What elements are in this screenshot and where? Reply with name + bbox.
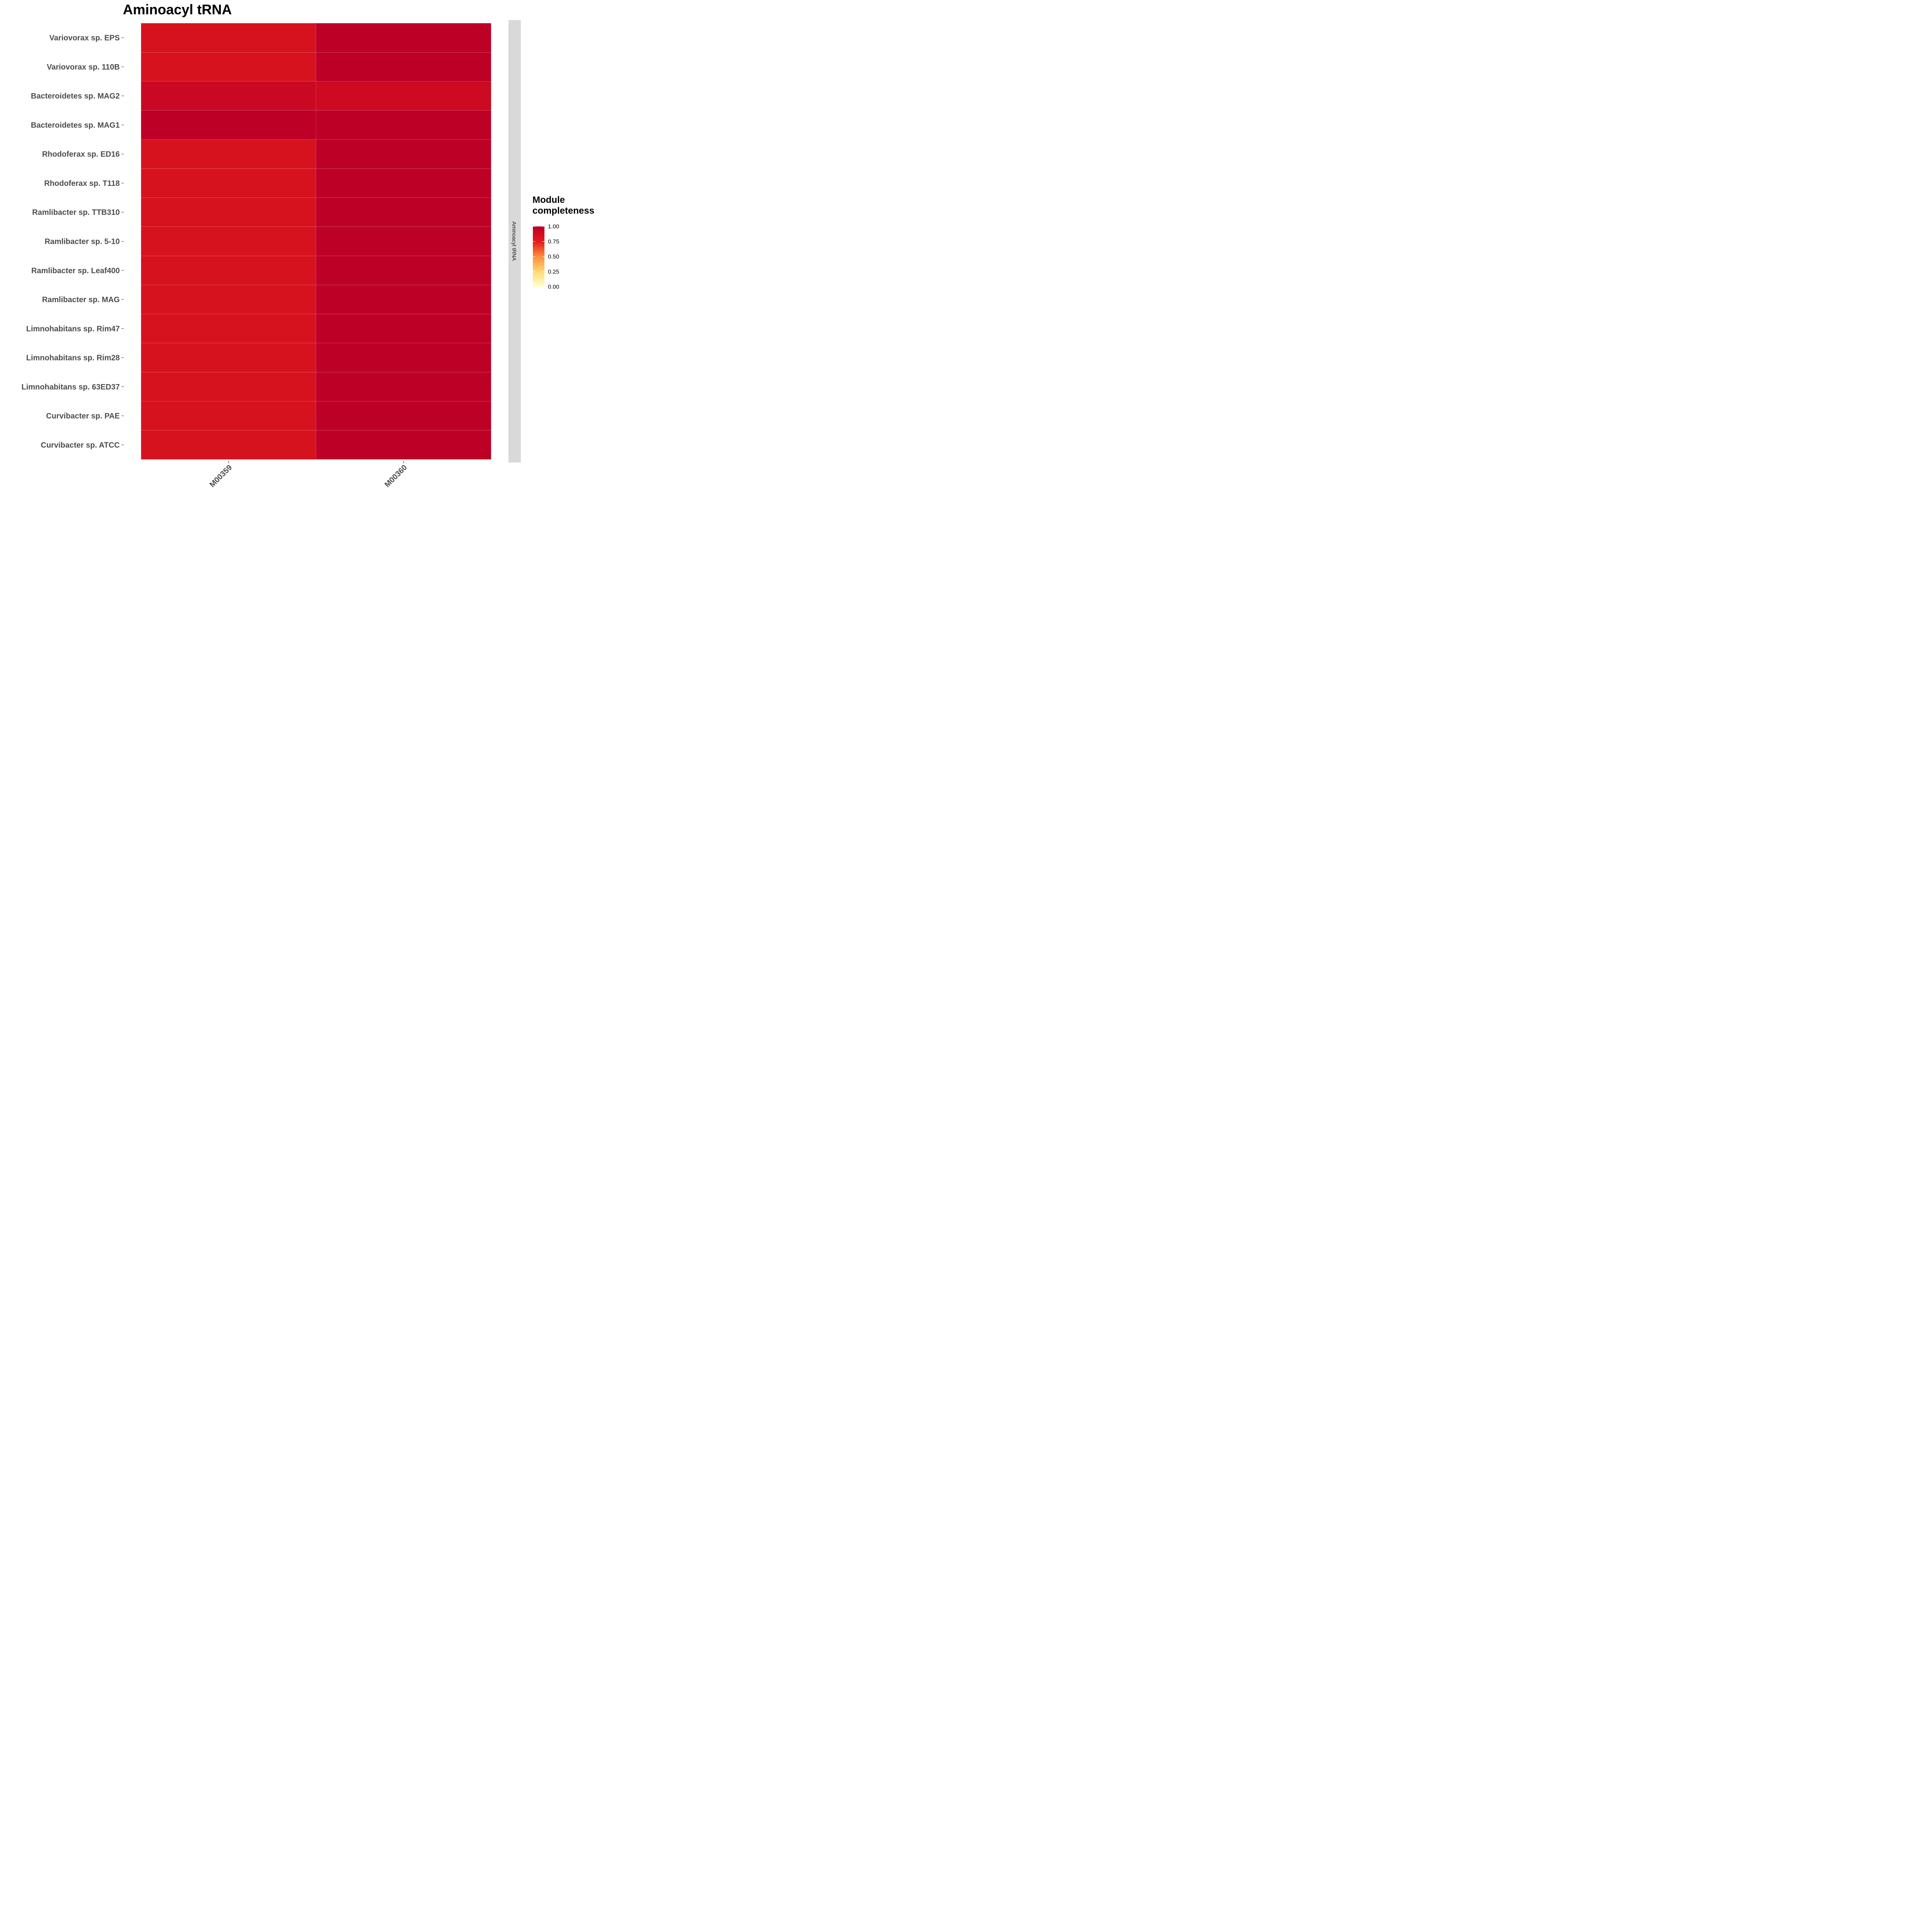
x-tick-label: M00360 <box>383 463 409 489</box>
y-tick-label: Rhodoferax sp. ED16 <box>42 150 120 159</box>
y-tick-label: Bacteroidetes sp. MAG2 <box>31 92 120 100</box>
y-tick-label: Ramlibacter sp. MAG <box>42 296 120 304</box>
heatmap-cell <box>316 81 492 111</box>
heatmap-cell <box>316 197 492 227</box>
heatmap-cell <box>141 52 316 82</box>
legend-tick-label: 1.00 <box>548 223 559 230</box>
heatmap-cell <box>316 430 492 460</box>
y-tick-label: Variovorax sp. EPS <box>49 34 120 43</box>
heatmap-cell <box>141 23 316 53</box>
y-tick-label: Limnohabitans sp. Rim28 <box>26 354 120 362</box>
y-tick-label: Limnohabitans sp. 63ED37 <box>21 383 120 391</box>
legend-tick-label: 0.25 <box>548 269 559 275</box>
y-tick-label: Ramlibacter sp. TTB310 <box>32 208 120 217</box>
legend-ticks: 1.00 0.75 0.50 0.25 0.00 <box>533 223 559 290</box>
y-tick-label: Ramlibacter sp. 5-10 <box>44 238 120 246</box>
y-tick-label: Curvibacter sp. PAE <box>46 412 120 420</box>
legend-tick-label: 0.50 <box>548 253 559 260</box>
heatmap-cell <box>316 343 492 372</box>
heatmap-cell <box>316 168 492 198</box>
heatmap-cell <box>141 285 316 314</box>
heatmap-chart: Aminoacyl tRNA Variovorax sp. EPS Variovo… <box>0 0 603 502</box>
heatmap-cell <box>316 372 492 401</box>
x-axis-labels: M00359 M00360 <box>208 461 409 489</box>
heatmap-cell <box>141 372 316 401</box>
legend-tick-label: 0.00 <box>548 284 559 290</box>
facet-strip <box>509 20 521 463</box>
x-tick-label: M00359 <box>208 463 234 489</box>
heatmap-cell <box>141 343 316 372</box>
chart-canvas: Aminoacyl tRNA Variovorax sp. EPSVariovo… <box>21 2 594 489</box>
y-tick-label: Ramlibacter sp. Leaf400 <box>31 267 120 275</box>
heatmap-cell <box>141 401 316 431</box>
legend-tick-label: 0.75 <box>548 238 559 245</box>
heatmap-cell <box>316 139 492 169</box>
heatmap-cell <box>141 168 316 198</box>
y-tick-label: Rhodoferax sp. T118 <box>44 179 120 188</box>
chart-title: Aminoacyl tRNA <box>123 2 232 17</box>
y-tick-label: Bacteroidetes sp. MAG1 <box>31 121 120 129</box>
y-tick-label: Variovorax sp. 110B <box>47 63 120 71</box>
heatmap-cell <box>316 314 492 344</box>
heatmap-cell <box>316 23 492 53</box>
heatmap-cell <box>141 255 316 285</box>
legend-title-line1: Module <box>532 195 565 205</box>
facet-strip-label: Aminoacyl tRNA <box>511 221 517 261</box>
heatmap-cell <box>316 255 492 285</box>
heatmap-cell <box>141 197 316 227</box>
heatmap-cell <box>141 430 316 460</box>
heatmap-cell <box>316 226 492 256</box>
heatmap-cell <box>316 52 492 82</box>
heatmap-cell <box>316 285 492 314</box>
y-axis-labels: Variovorax sp. EPS Variovorax sp. 110B Bac… <box>21 34 124 449</box>
heatmap-cell <box>141 226 316 256</box>
y-tick-label: Limnohabitans sp. Rim47 <box>26 325 120 333</box>
y-tick-label: Curvibacter sp. ATCC <box>41 441 120 449</box>
heatmap-cell <box>316 401 492 431</box>
heatmap-cell <box>141 139 316 169</box>
heatmap-cell <box>141 314 316 344</box>
heatmap-cells <box>141 23 492 460</box>
heatmap-cell <box>141 110 316 140</box>
legend: Module completeness 1.00 0.75 0.50 0.25 0.00 <box>532 195 594 290</box>
heatmap-cell <box>316 110 492 140</box>
legend-title-line2: completeness <box>532 206 594 216</box>
heatmap-cell <box>141 81 316 111</box>
